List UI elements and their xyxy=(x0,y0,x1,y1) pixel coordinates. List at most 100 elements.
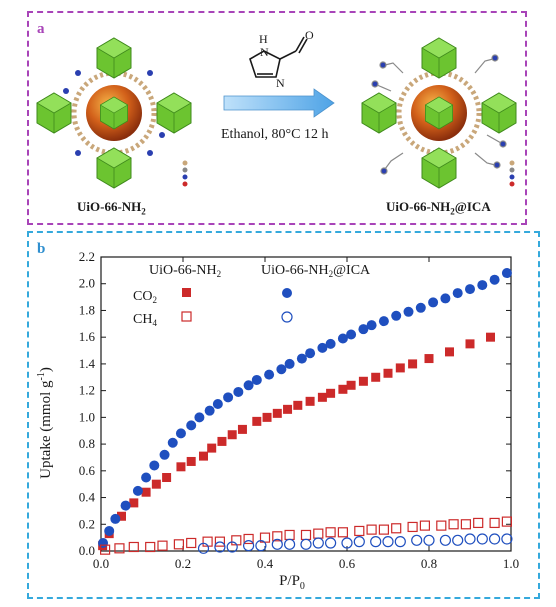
legend-marker-co2-ica xyxy=(282,288,292,298)
x-axis-label: P/P0 xyxy=(279,573,305,592)
point-co2_ica xyxy=(305,348,316,359)
imidazole-carbaldehyde-molecule xyxy=(249,36,308,78)
point-co2_ica xyxy=(132,485,143,496)
point-ch4_nh2 xyxy=(366,524,377,535)
point-ch4_nh2 xyxy=(284,529,295,541)
legend-marker-co2-nh2 xyxy=(182,288,191,297)
uptake-isotherm-plot: 0.0 0.2 0.4 0.6 0.8 1.0 1.2 1.4 1.6 1.8 2.0 2.2 0.0 0… xyxy=(36,249,519,592)
reagent-atom-h: H xyxy=(259,32,268,46)
legend-col1-label: UiO-66-NH2 xyxy=(149,263,221,279)
point-ch4_ica xyxy=(423,534,435,546)
point-co2_nh2 xyxy=(262,412,272,422)
point-co2_nh2 xyxy=(207,443,217,453)
point-co2_nh2 xyxy=(305,396,315,406)
point-co2_nh2 xyxy=(141,487,151,497)
point-ch4_ica xyxy=(214,541,226,553)
point-co2_ica xyxy=(204,405,215,416)
point-co2_ica xyxy=(415,302,426,313)
point-ch4_nh2 xyxy=(186,537,197,549)
point-ch4_ica xyxy=(439,534,451,546)
point-co2_nh2 xyxy=(346,380,356,390)
point-co2_ica xyxy=(501,268,512,279)
reaction-conditions: Ethanol, 80°C 12 h xyxy=(221,127,329,142)
point-co2_ica xyxy=(104,525,115,536)
uio66-nh2-structure xyxy=(36,37,192,189)
point-ch4_ica xyxy=(394,536,406,548)
point-co2_ica xyxy=(149,460,160,471)
uio66-nh2-ica-structure xyxy=(361,37,517,189)
legend-row-ch4: CH4 xyxy=(133,312,157,328)
point-co2_ica xyxy=(251,374,262,385)
point-co2_nh2 xyxy=(176,462,186,472)
point-co2_ica xyxy=(489,274,500,285)
point-co2_ica xyxy=(465,284,475,295)
point-co2_nh2 xyxy=(326,388,336,398)
point-co2_ica xyxy=(223,392,234,403)
point-ch4_ica xyxy=(312,537,324,549)
point-ch4_nh2 xyxy=(173,539,184,550)
point-co2_nh2 xyxy=(486,332,495,342)
plot-frame xyxy=(100,256,512,552)
point-ch4_ica xyxy=(325,537,337,549)
panel-a-letter: a xyxy=(37,21,45,37)
point-co2_nh2 xyxy=(371,372,381,382)
point-ch4_nh2 xyxy=(419,520,430,531)
point-ch4_ica xyxy=(476,533,488,545)
y-tick-label: 2.2 xyxy=(79,249,95,264)
point-ch4_nh2 xyxy=(128,541,139,553)
y-tick-label: 1.2 xyxy=(79,383,95,398)
point-ch4_nh2 xyxy=(313,528,324,539)
point-ch4_ica xyxy=(501,533,513,545)
point-ch4_nh2 xyxy=(354,525,365,537)
point-co2_nh2 xyxy=(151,479,161,489)
y-tick-label: 1.8 xyxy=(79,302,95,317)
legend-col2-label: UiO-66-NH2@ICA xyxy=(261,263,371,279)
point-co2_nh2 xyxy=(237,424,247,434)
x-tick-label: 0.0 xyxy=(93,556,109,571)
point-co2_ica xyxy=(194,412,205,423)
point-co2_nh2 xyxy=(272,408,282,418)
point-ch4_nh2 xyxy=(145,541,156,553)
point-ch4_nh2 xyxy=(436,520,447,531)
point-co2_ica xyxy=(337,333,348,344)
point-co2_ica xyxy=(167,437,178,448)
reaction-arrow xyxy=(223,88,335,118)
point-co2_ica xyxy=(141,472,152,483)
point-co2_nh2 xyxy=(395,363,405,373)
y-tick-label: 0.6 xyxy=(79,463,96,478)
point-ch4_nh2 xyxy=(214,536,225,547)
point-co2_nh2 xyxy=(252,416,262,426)
legend-row-co2: CO2 xyxy=(133,289,157,305)
point-ch4_nh2 xyxy=(337,527,348,538)
point-co2_nh2 xyxy=(283,404,293,414)
point-co2_nh2 xyxy=(317,392,327,402)
point-co2_nh2 xyxy=(358,376,368,386)
point-co2_nh2 xyxy=(408,359,418,369)
point-co2_ica xyxy=(346,329,357,340)
point-co2_ica xyxy=(186,420,197,431)
point-co2_nh2 xyxy=(129,498,139,508)
reagent-atom-o: O xyxy=(305,28,314,42)
point-ch4_ica xyxy=(226,541,238,553)
point-co2_ica xyxy=(296,353,307,364)
point-co2_nh2 xyxy=(217,436,227,446)
point-co2_nh2 xyxy=(424,354,434,364)
point-co2_ica xyxy=(428,297,439,308)
point-ch4_ica xyxy=(341,537,353,549)
x-tick-label: 0.2 xyxy=(175,556,191,571)
y-tick-label: 1.6 xyxy=(79,329,96,344)
point-co2_ica xyxy=(276,364,287,375)
panel-b-letter: b xyxy=(37,241,46,257)
point-co2_nh2 xyxy=(117,511,126,521)
point-ch4_ica xyxy=(382,536,394,548)
axes-layer: 0.0 0.2 0.4 0.6 0.8 1.0 1.2 1.4 1.6 1.8 2.0 2.2 0.0 0… xyxy=(79,249,519,571)
legend-marker-ch4-nh2 xyxy=(181,311,192,322)
y-tick-label: 0.8 xyxy=(79,436,95,451)
x-tick-label: 0.8 xyxy=(421,556,437,571)
legend: UiO-66-NH2 UiO-66-NH2@ICA CO2 CH4 xyxy=(133,263,371,328)
point-co2_ica xyxy=(317,342,328,353)
atom-key-right xyxy=(509,160,515,187)
point-ch4_ica xyxy=(300,538,312,550)
point-co2_nh2 xyxy=(445,347,454,357)
point-co2_ica xyxy=(110,513,121,524)
